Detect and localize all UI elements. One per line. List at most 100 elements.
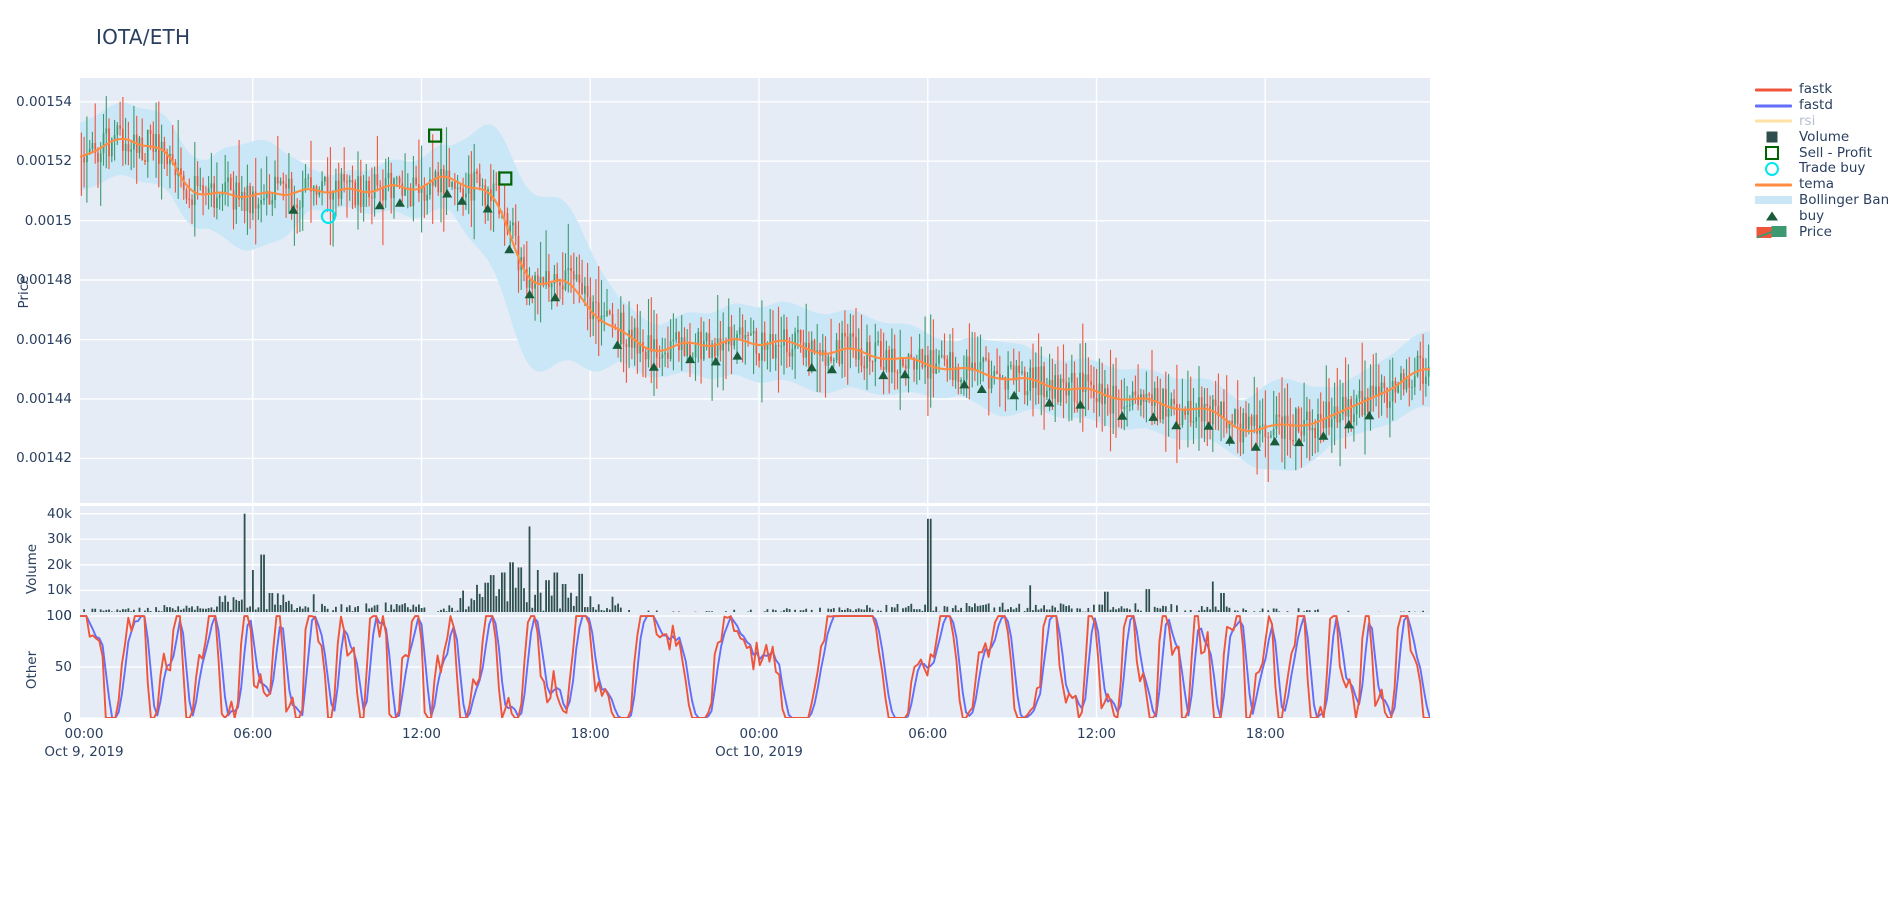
buy-marker bbox=[1364, 410, 1375, 420]
legend-item-fastk[interactable]: fastk bbox=[1752, 82, 1888, 98]
price-y-tick: 0.00146 bbox=[16, 331, 72, 348]
legend-item-bollinger-band[interactable]: Bollinger Band bbox=[1752, 191, 1888, 209]
volume-y-tick: 10k bbox=[47, 582, 72, 599]
legend-band-icon bbox=[1752, 193, 1792, 208]
legend-square-icon bbox=[1752, 130, 1792, 145]
legend-label: fastk bbox=[1799, 81, 1833, 98]
buy-marker bbox=[524, 289, 535, 299]
trade-buy-marker bbox=[320, 208, 336, 224]
other-chart-svg bbox=[80, 612, 1430, 718]
legend-item-rsi[interactable]: rsi bbox=[1752, 112, 1888, 130]
price-y-tick: 0.0015 bbox=[24, 212, 72, 229]
buy-marker bbox=[1075, 400, 1086, 409]
buy-marker bbox=[732, 351, 743, 360]
other-y-tick: 50 bbox=[54, 659, 72, 676]
bollinger-band-area bbox=[80, 102, 1430, 471]
buy-marker bbox=[550, 292, 561, 302]
x-tick-time: 18:00 bbox=[1245, 726, 1285, 742]
page-title: IOTA/ETH bbox=[96, 25, 191, 49]
buy-marker bbox=[806, 362, 817, 372]
legend-line-icon bbox=[1752, 177, 1792, 192]
legend-item-tema[interactable]: tema bbox=[1752, 177, 1888, 193]
x-tick-time: 06:00 bbox=[908, 726, 948, 742]
legend-item-buy[interactable]: buy bbox=[1752, 208, 1888, 224]
buy-marker bbox=[878, 370, 889, 380]
sell-profit-marker bbox=[498, 171, 513, 186]
line-icon bbox=[1755, 183, 1792, 187]
legend-label: tema bbox=[1799, 176, 1835, 193]
volume-y-tick: 30k bbox=[47, 531, 72, 548]
legend-square-open-icon bbox=[1752, 146, 1792, 161]
buy-marker bbox=[648, 362, 659, 371]
buy-markers bbox=[288, 189, 1375, 451]
legend-label: fastd bbox=[1799, 97, 1833, 114]
buy-marker bbox=[1044, 398, 1055, 407]
x-tick-date: Oct 9, 2019 bbox=[44, 744, 124, 760]
circle-open-icon bbox=[1765, 161, 1779, 176]
legend-item-sell-profit[interactable]: Sell - Profit bbox=[1752, 145, 1888, 161]
other-y-tick: 0 bbox=[63, 710, 72, 726]
legend-label: Bollinger Band bbox=[1799, 191, 1888, 208]
buy-marker bbox=[457, 196, 467, 205]
legend-label: Volume bbox=[1799, 128, 1850, 145]
legend-line-icon bbox=[1752, 98, 1792, 113]
line-icon bbox=[1755, 119, 1792, 123]
buy-marker bbox=[1294, 437, 1304, 447]
buy-marker bbox=[959, 379, 970, 389]
buy-marker bbox=[976, 384, 987, 393]
legend-candlestick-icon bbox=[1752, 225, 1792, 240]
buy-marker bbox=[827, 364, 837, 374]
x-tick-time: 18:00 bbox=[570, 726, 610, 742]
legend-item-price[interactable]: Price bbox=[1752, 224, 1888, 240]
volume-y-tick: 40k bbox=[47, 505, 72, 522]
legend-label: Trade buy bbox=[1799, 160, 1866, 177]
triangle-up-icon bbox=[1766, 211, 1778, 221]
legend-label: Price bbox=[1799, 223, 1832, 240]
legend-line-icon bbox=[1752, 114, 1792, 129]
legend-label: rsi bbox=[1799, 112, 1816, 129]
fastk-line bbox=[80, 615, 1430, 718]
buy-marker bbox=[1250, 442, 1261, 451]
legend-triangle-up-icon bbox=[1752, 209, 1792, 224]
x-tick-time: 00:00 bbox=[739, 726, 779, 742]
volume-y-tick: 0 bbox=[63, 608, 72, 624]
volume-panel[interactable] bbox=[80, 506, 1430, 616]
price-axis-title: Price bbox=[16, 275, 32, 309]
buy-marker bbox=[1117, 411, 1128, 420]
legend-item-fastd[interactable]: fastd bbox=[1752, 98, 1888, 114]
band-icon bbox=[1755, 196, 1792, 205]
buy-marker bbox=[504, 244, 515, 254]
x-tick-time: 06:00 bbox=[233, 726, 273, 742]
x-tick-time: 12:00 bbox=[1077, 726, 1116, 742]
line-icon bbox=[1755, 104, 1792, 108]
buy-marker bbox=[1344, 419, 1354, 429]
buy-marker bbox=[1318, 431, 1329, 440]
legend-label: buy bbox=[1799, 207, 1825, 224]
line-icon bbox=[1755, 88, 1792, 92]
legend[interactable]: fastk fastd rsi Volume Sell - Profit Trade bu… bbox=[1752, 82, 1888, 240]
tema-line bbox=[80, 137, 1430, 433]
square-open-icon bbox=[1765, 146, 1779, 161]
legend-item-trade-buy[interactable]: Trade buy bbox=[1752, 161, 1888, 177]
candlestick-icon bbox=[1756, 225, 1787, 239]
legend-line-icon bbox=[1752, 82, 1792, 97]
x-tick-time: 00:00 bbox=[64, 726, 104, 742]
x-tick-date: Oct 10, 2019 bbox=[715, 744, 803, 760]
buy-marker bbox=[710, 356, 721, 366]
x-tick-time: 12:00 bbox=[402, 726, 441, 742]
price-y-tick: 0.00142 bbox=[16, 450, 72, 467]
buy-marker bbox=[1225, 435, 1236, 444]
price-y-tick: 0.00152 bbox=[16, 153, 72, 170]
price-panel[interactable] bbox=[80, 78, 1430, 503]
legend-circle-open-icon bbox=[1752, 161, 1792, 176]
price-y-tick: 0.00154 bbox=[16, 93, 72, 110]
buy-marker bbox=[1009, 390, 1020, 400]
buy-marker bbox=[394, 198, 405, 207]
sell-profit-markers bbox=[428, 128, 513, 186]
legend-item-volume[interactable]: Volume bbox=[1752, 129, 1888, 145]
other-y-tick: 100 bbox=[46, 608, 72, 625]
trade-buy-markers bbox=[320, 208, 336, 224]
price-y-tick: 0.00148 bbox=[16, 272, 72, 289]
other-panel[interactable] bbox=[80, 612, 1430, 718]
